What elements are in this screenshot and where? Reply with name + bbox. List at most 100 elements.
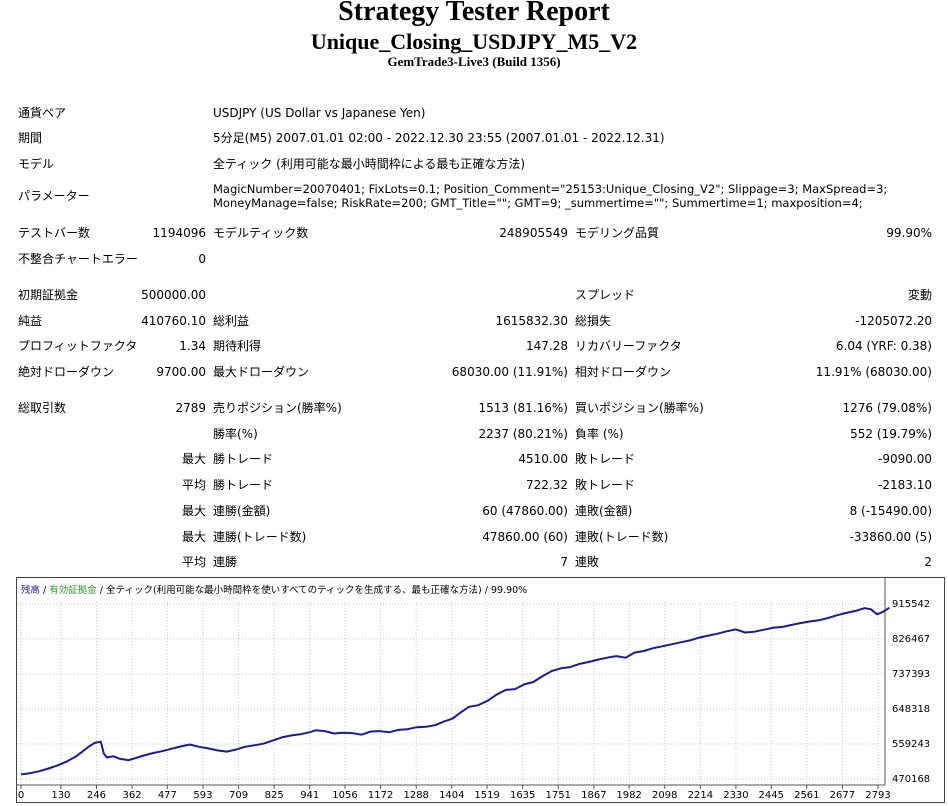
max-consec-profit-value: 47860.00 (60) [482, 530, 568, 544]
quality-value: 99.90% [886, 226, 932, 240]
avg-word-1: 平均 [181, 478, 206, 492]
net-label: 純益 [18, 314, 43, 328]
model-value: 全ティック (利用可能な最小時間枠による最も正確な方法) [213, 157, 526, 171]
max-consec-loss-value: 8 (-15490.00) [849, 504, 932, 518]
x-tick-label: 0 [18, 790, 24, 801]
pf-value: 1.34 [179, 339, 206, 353]
y-tick-label: 559243 [892, 739, 930, 750]
total-trades-label: 総取引数 [18, 401, 67, 415]
y-tick-labels: 915542 826467 737393 648318 559243 470168 [892, 599, 930, 785]
legend-rest: / 全ティック(利用可能な最小時間枠を使いすべてのティックを生成する、最も正確な… [97, 584, 527, 596]
x-tick-label: 2677 [830, 790, 855, 801]
long-value: 1276 (79.08%) [842, 401, 932, 415]
max-consec-lossamt-label: 連敗(トレード数) [575, 530, 669, 544]
model-label: モデル [18, 157, 55, 171]
x-tick-label: 1867 [581, 790, 606, 801]
x-tick-label: 1519 [474, 790, 499, 801]
x-tick-label: 2330 [723, 790, 748, 801]
max-word-1: 最大 [181, 452, 206, 466]
avg-loss-value: -2183.10 [878, 478, 932, 492]
winrate-label: 勝率(%) [213, 427, 258, 441]
x-tick-label: 1751 [546, 790, 571, 801]
recovery-label: リカバリーファクタ [575, 339, 682, 353]
avg-consec-win-value: 7 [560, 555, 568, 569]
rel-dd-label: 相対ドローダウン [575, 365, 672, 379]
max-consec-lossamt-value: -33860.00 (5) [849, 530, 932, 544]
short-label: 売りポジション(勝率%) [213, 401, 342, 415]
rel-dd-value: 11.91% (68030.00) [815, 365, 932, 379]
largest-win-value: 4510.00 [518, 452, 568, 466]
x-tick-label: 1635 [510, 790, 535, 801]
pair-label: 通貨ペア [18, 106, 67, 120]
net-value: 410760.10 [141, 314, 206, 328]
expected-label: 期待利得 [213, 339, 262, 353]
pair-value: USDJPY (US Dollar vs Japanese Yen) [213, 106, 426, 120]
abs-dd-label: 絶対ドローダウン [18, 365, 115, 379]
avg-consec-win-label: 連勝 [213, 555, 238, 569]
report-subtitle: Unique_Closing_USDJPY_M5_V2 [310, 29, 638, 54]
lossrate-value: 552 (19.79%) [850, 427, 932, 441]
x-tick-label: 941 [300, 790, 319, 801]
x-tick-label: 2214 [688, 790, 713, 801]
x-tick-label: 1404 [439, 790, 464, 801]
ticks-label: モデルティック数 [213, 226, 309, 240]
period-label: 期間 [18, 131, 43, 145]
spread-label: スプレッド [575, 288, 636, 302]
x-tick-label: 1056 [332, 790, 357, 801]
balance-chart-svg: 915542 826467 737393 648318 559243 470168 0 13… [17, 578, 930, 801]
params-line-2: MoneyManage=false; RiskRate=200; GMT_Tit… [213, 196, 863, 210]
max-consec-win-value: 60 (47860.00) [482, 504, 568, 518]
balance-chart: 915542 826467 737393 648318 559243 470168 0 13… [16, 577, 945, 803]
ticks-value: 248905549 [499, 226, 568, 240]
bars-value: 1194096 [152, 226, 206, 240]
chart-legend: 残高 / 有効証拠金 / 全ティック(利用可能な最小時間枠を使いすべてのティック… [21, 584, 527, 596]
y-tick-label: 737393 [892, 669, 930, 680]
y-tick-label: 470168 [892, 774, 930, 785]
x-tick-label: 1982 [616, 790, 641, 801]
avg-consec-loss-label: 連敗 [575, 555, 600, 569]
x-tick-label: 362 [123, 790, 142, 801]
quality-label: モデリング品質 [575, 226, 660, 240]
x-tick-label: 709 [229, 790, 248, 801]
x-tick-label: 2445 [758, 790, 783, 801]
short-value: 1513 (81.16%) [478, 401, 568, 415]
deposit-label: 初期証拠金 [18, 288, 79, 302]
x-tick-label: 2098 [652, 790, 677, 801]
gross-profit-label: 総利益 [213, 314, 250, 328]
x-tick-labels: 0 130 246 362 477 593 709 825 941 1056 1172 1288 140… [18, 785, 891, 801]
x-tick-label: 246 [87, 790, 106, 801]
largest-loss-label: 敗トレード [575, 452, 636, 466]
x-tick-label: 1288 [403, 790, 428, 801]
max-word-3: 最大 [181, 530, 206, 544]
x-tick-label: 2793 [865, 790, 890, 801]
avg-loss-label: 敗トレード [575, 478, 636, 492]
chart-lines [20, 606, 890, 776]
y-tick-label: 915542 [892, 599, 930, 610]
params-line-1: MagicNumber=20070401; FixLots=0.1; Posit… [213, 182, 888, 196]
period-value: 5分足(M5) 2007.01.01 02:00 - 2022.12.30 23… [213, 131, 665, 145]
x-tick-label: 825 [265, 790, 284, 801]
pf-label: プロフィットファクタ [18, 339, 138, 353]
gross-profit-value: 1615832.30 [495, 314, 568, 328]
params-label: パラメーター [18, 189, 90, 203]
expected-value: 147.28 [526, 339, 568, 353]
gross-loss-label: 総損失 [575, 314, 612, 328]
x-tick-label: 2561 [794, 790, 819, 801]
max-word-2: 最大 [181, 504, 206, 518]
winrate-value: 2237 (80.21%) [478, 427, 568, 441]
max-dd-value: 68030.00 (11.91%) [451, 365, 568, 379]
mismatch-label: 不整合チャートエラー [18, 252, 138, 266]
server-build: GemTrade3-Live3 (Build 1356) [387, 54, 561, 69]
x-tick-label: 1172 [368, 790, 393, 801]
avg-consec-loss-value: 2 [924, 555, 932, 569]
max-dd-label: 最大ドローダウン [213, 365, 310, 379]
gross-loss-value: -1205072.20 [855, 314, 932, 328]
mismatch-value: 0 [198, 252, 206, 266]
y-tick-label: 648318 [892, 704, 930, 715]
long-label: 買いポジション(勝率%) [575, 401, 704, 415]
legend-balance: 残高 [21, 584, 40, 596]
y-tick-label: 826467 [892, 634, 930, 645]
largest-loss-value: -9090.00 [878, 452, 932, 466]
avg-word-2: 平均 [181, 555, 206, 569]
deposit-value: 500000.00 [141, 288, 206, 302]
